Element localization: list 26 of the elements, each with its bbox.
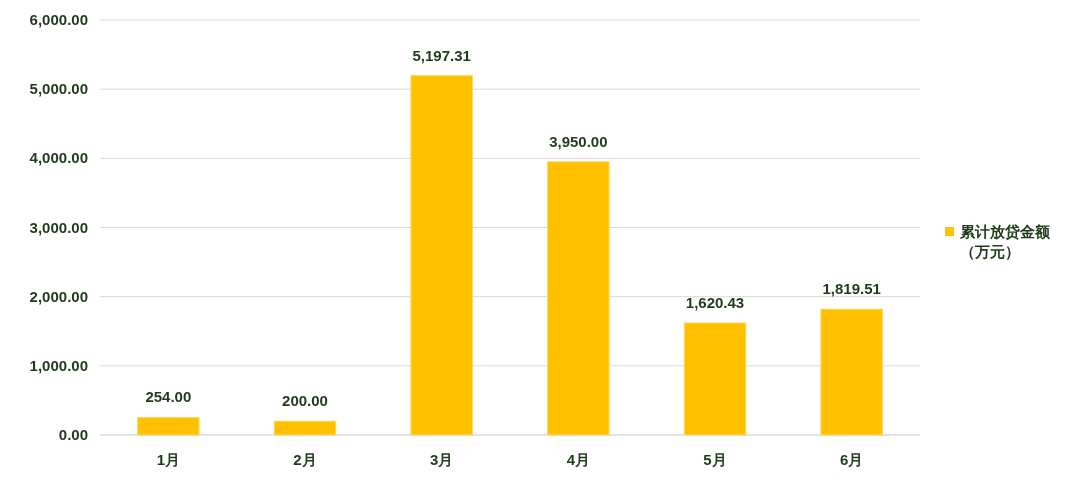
data-label: 3,950.00 bbox=[549, 132, 608, 150]
bar bbox=[137, 416, 200, 436]
legend-label: 累计放贷金额（万元） bbox=[960, 222, 1051, 262]
x-tick-label: 6月 bbox=[839, 451, 864, 468]
y-tick-label: 5,000.00 bbox=[29, 80, 88, 98]
data-label: 1,620.43 bbox=[685, 293, 745, 311]
y-tick-label: 0.00 bbox=[58, 426, 88, 443]
bar bbox=[547, 161, 610, 436]
y-tick-label: 6,000.00 bbox=[29, 11, 88, 28]
y-tick-label: 3,000.00 bbox=[29, 218, 88, 236]
y-tick-label: 2,000.00 bbox=[29, 287, 88, 305]
bar bbox=[820, 308, 883, 436]
y-tick-label: 4,000.00 bbox=[29, 149, 88, 167]
data-label: 1,819.51 bbox=[822, 280, 881, 298]
data-label: 254.00 bbox=[145, 388, 192, 406]
y-tick-label: 1,000.00 bbox=[29, 356, 88, 374]
x-tick-label: 5月 bbox=[703, 451, 727, 468]
x-tick-label: 3月 bbox=[429, 451, 454, 468]
x-tick-label: 1月 bbox=[156, 451, 181, 468]
data-label: 200.00 bbox=[282, 392, 328, 410]
bar bbox=[683, 322, 747, 436]
x-tick-label: 4月 bbox=[566, 451, 591, 468]
bar bbox=[410, 75, 473, 436]
bar bbox=[273, 420, 337, 436]
x-tick-label: 2月 bbox=[293, 451, 317, 468]
data-label: 5,197.31 bbox=[412, 46, 471, 64]
